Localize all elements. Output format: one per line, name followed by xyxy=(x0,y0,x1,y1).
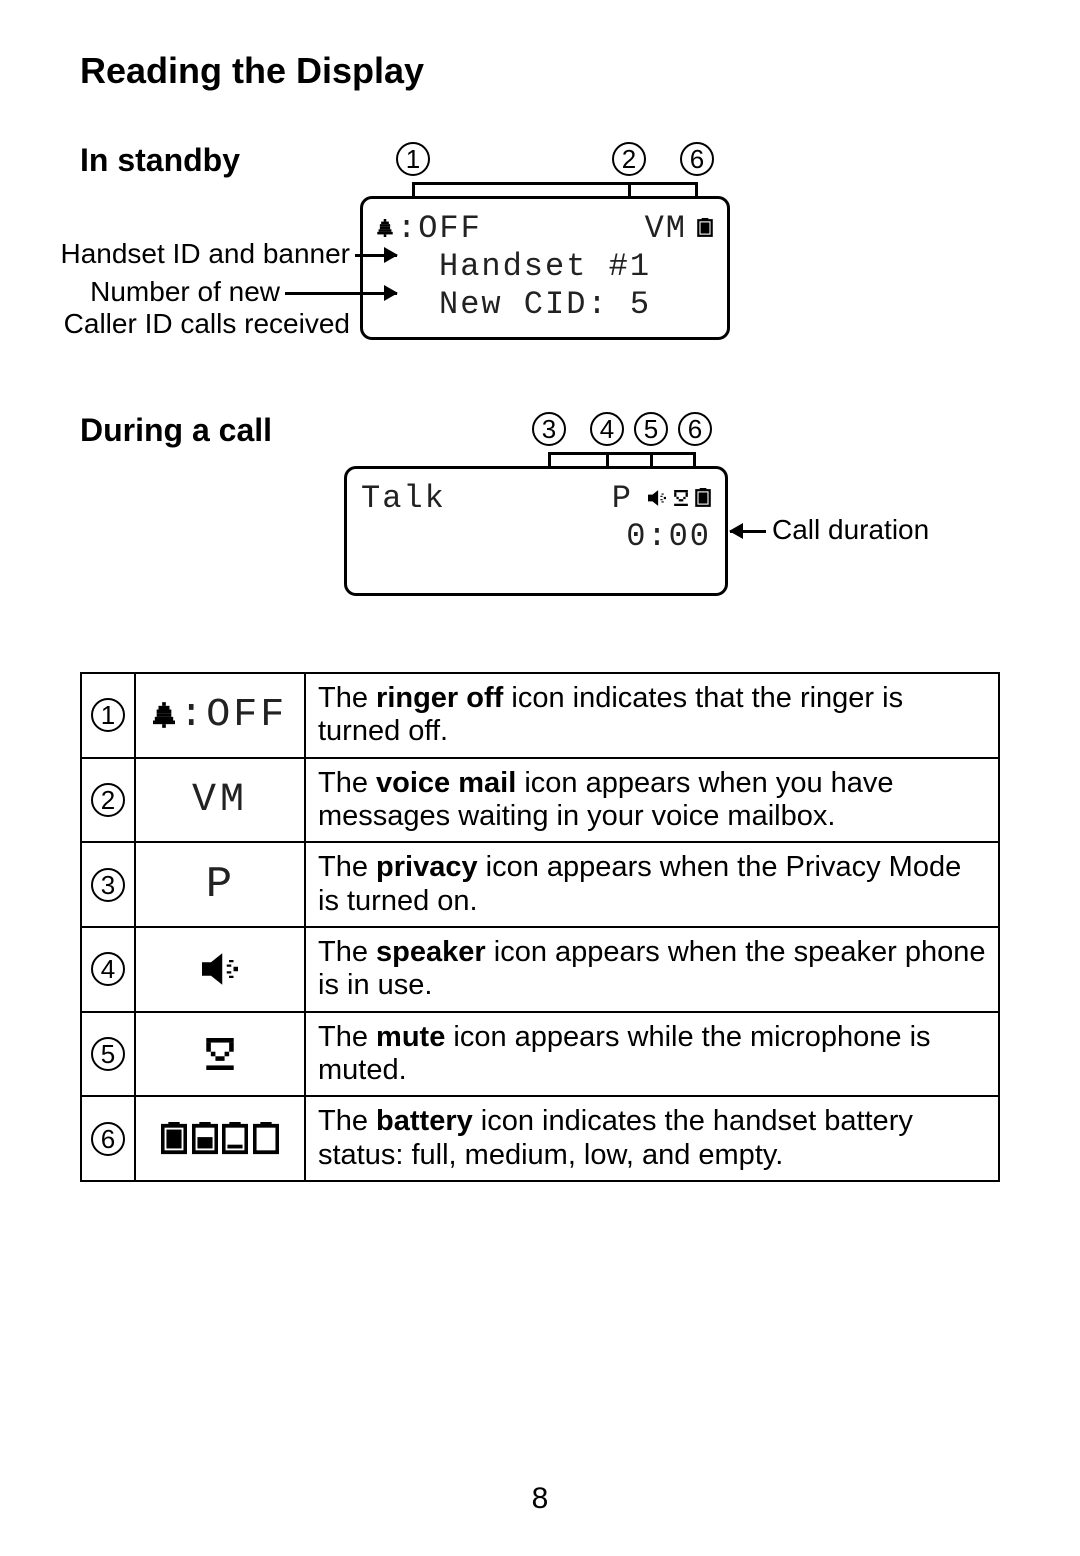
icon-cell-privacy: P xyxy=(135,842,305,927)
call-lcd: Talk P 0:00 xyxy=(344,466,728,596)
call-diagram: During a call 3 4 5 6 Talk P xyxy=(80,412,1000,632)
battery-icon xyxy=(695,488,711,508)
marker-2: 2 xyxy=(612,142,646,176)
callout-newcid-l1: Number of new xyxy=(10,276,280,308)
callout-duration: Call duration xyxy=(772,514,929,546)
marker-3: 3 xyxy=(532,412,566,446)
lcd-p: P xyxy=(612,480,633,517)
row-num: 6 xyxy=(91,1122,125,1156)
call-heading: During a call xyxy=(80,412,272,449)
row-desc: The privacy icon appears when the Privac… xyxy=(305,842,999,927)
battery-low-icon xyxy=(222,1122,248,1156)
table-row: 2 VM The voice mail icon appears when yo… xyxy=(81,758,999,843)
row-desc: The speaker icon appears when the speake… xyxy=(305,927,999,1012)
lcd-colon: : xyxy=(397,210,418,247)
marker-6b: 6 xyxy=(678,412,712,446)
bell-icon xyxy=(377,219,393,237)
mute-icon xyxy=(204,1038,236,1070)
row-num: 5 xyxy=(91,1037,125,1071)
battery-icon xyxy=(697,218,713,238)
arrow-newcid xyxy=(285,292,397,295)
callout-handset-id: Handset ID and banner xyxy=(10,238,350,270)
icon-cell-ringer-off: :OFF xyxy=(135,673,305,758)
mute-icon xyxy=(673,490,689,506)
lcd-cid-line: New CID: 5 xyxy=(439,286,651,323)
callout-newcid-l2: Caller ID calls received xyxy=(10,308,350,340)
row-num: 3 xyxy=(91,868,125,902)
battery-med-icon xyxy=(192,1122,218,1156)
lcd-ringer-off: OFF xyxy=(418,210,482,247)
row-desc: The voice mail icon appears when you hav… xyxy=(305,758,999,843)
row-desc: The ringer off icon indicates that the r… xyxy=(305,673,999,758)
table-row: 6 The battery icon indicates the handset… xyxy=(81,1096,999,1181)
lcd-vm: VM xyxy=(645,210,687,247)
table-row: 1 :OFF The ringer off icon indicates tha… xyxy=(81,673,999,758)
marker-5: 5 xyxy=(634,412,668,446)
row-num: 2 xyxy=(91,783,125,817)
table-row: 5 The mute icon appears while the microp… xyxy=(81,1012,999,1097)
lcd-timer: 0:00 xyxy=(626,518,711,555)
standby-heading: In standby xyxy=(80,142,240,179)
row-num: 4 xyxy=(91,952,125,986)
marker-6: 6 xyxy=(680,142,714,176)
row-num: 1 xyxy=(91,698,125,732)
table-row: 3 P The privacy icon appears when the Pr… xyxy=(81,842,999,927)
arrow-duration xyxy=(730,530,766,533)
standby-lcd: : OFF VM Handset #1 New CID: 5 xyxy=(360,196,730,340)
row-desc: The mute icon appears while the micropho… xyxy=(305,1012,999,1097)
marker-4: 4 xyxy=(590,412,624,446)
page-number: 8 xyxy=(80,1482,1000,1516)
table-row: 4 The speaker icon appears when the spea… xyxy=(81,927,999,1012)
battery-full-icon xyxy=(161,1122,187,1156)
arrow-handset-id xyxy=(355,254,397,257)
marker-1: 1 xyxy=(396,142,430,176)
icon-table: 1 :OFF The ringer off icon indicates tha… xyxy=(80,672,1000,1182)
page-title: Reading the Display xyxy=(80,50,1000,92)
icon-cell-mute xyxy=(135,1012,305,1097)
lcd-talk: Talk xyxy=(361,480,446,517)
row-desc: The battery icon indicates the handset b… xyxy=(305,1096,999,1181)
speaker-icon xyxy=(198,951,242,987)
battery-empty-icon xyxy=(253,1122,279,1156)
icon-cell-speaker xyxy=(135,927,305,1012)
lcd-handset-line: Handset #1 xyxy=(439,248,651,285)
standby-diagram: In standby 1 2 6 : OFF VM xyxy=(80,142,1000,372)
speaker-icon xyxy=(647,489,667,507)
bell-icon xyxy=(153,702,175,728)
icon-cell-vm: VM xyxy=(135,758,305,843)
icon-cell-battery xyxy=(135,1096,305,1181)
